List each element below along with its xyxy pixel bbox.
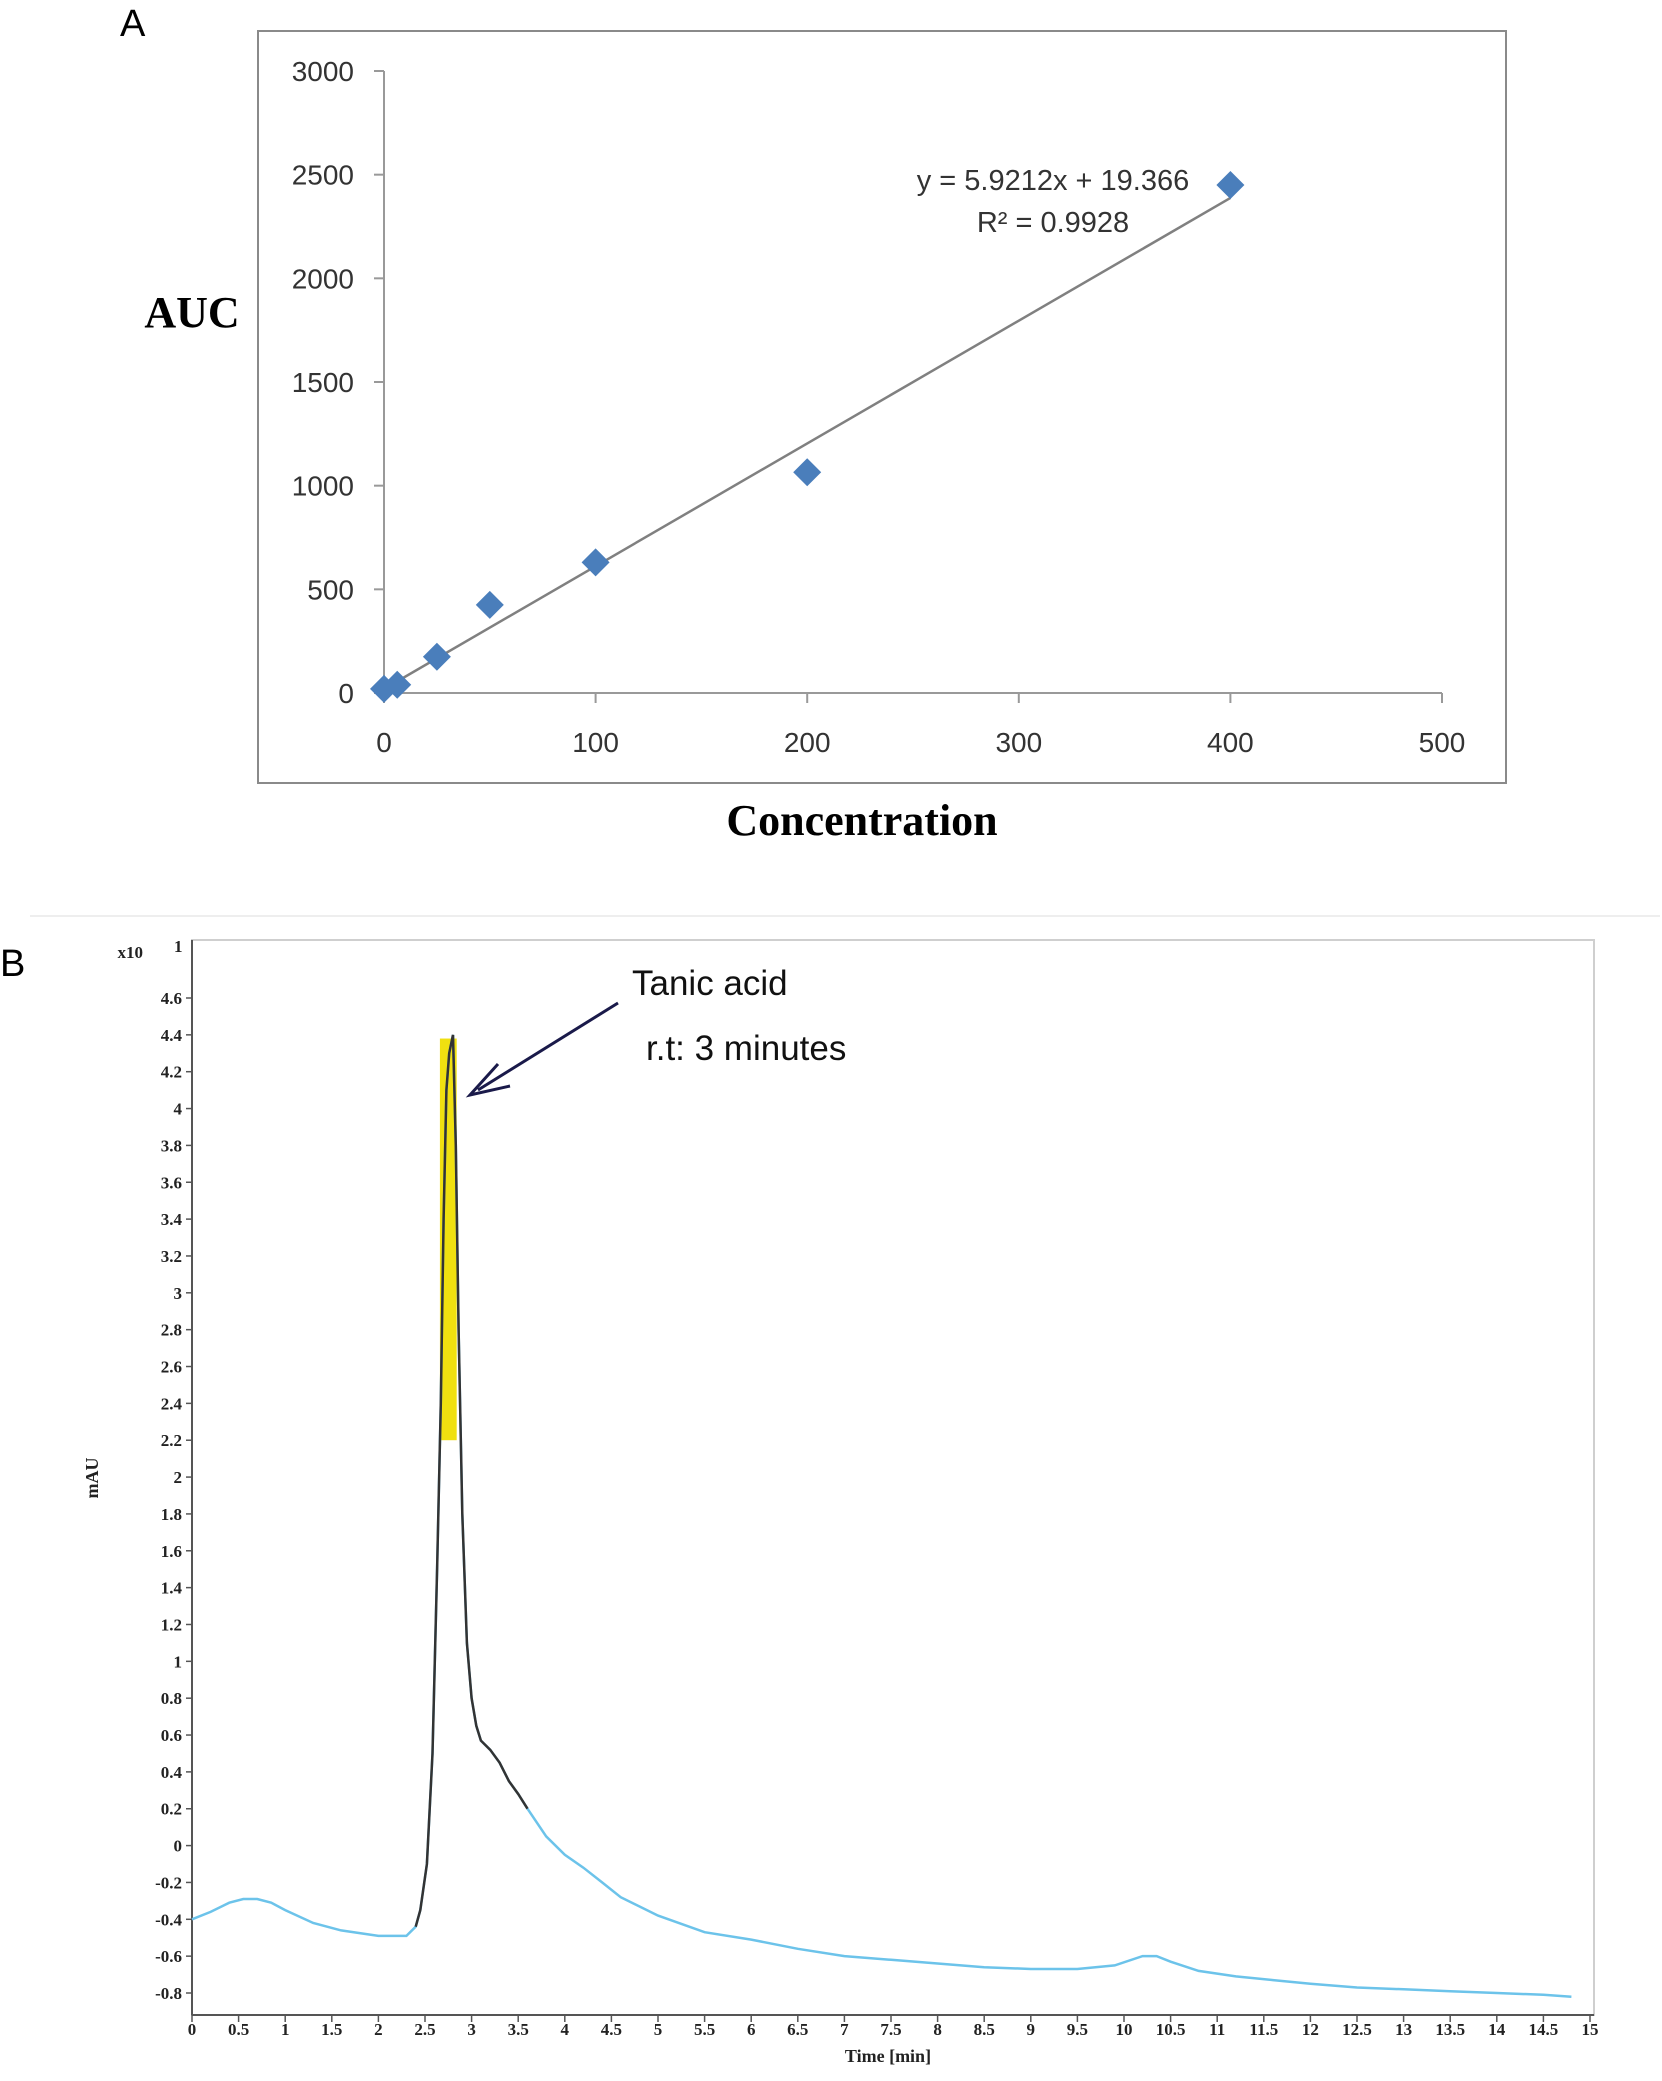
b-x-tick-label: 10 (1116, 2020, 1133, 2039)
b-y-tick-label: 4 (174, 1100, 183, 1119)
b-x-tick-label: 14.5 (1529, 2020, 1559, 2039)
data-point (383, 670, 412, 699)
b-y-tick-label: 2.6 (161, 1358, 182, 1377)
b-y-tick-label: 4.6 (161, 989, 182, 1008)
a-x-axis-title: Concentration (726, 796, 997, 845)
a-y-tick-label: 500 (307, 574, 354, 605)
b-y-tick-label: -0.6 (155, 1947, 182, 1966)
y-multiplier-exponent: 1 (174, 937, 183, 956)
b-y-axis-title: mAU (82, 1458, 102, 1499)
b-x-tick-label: 9 (1027, 2020, 1036, 2039)
a-y-tick-label: 0 (338, 678, 354, 709)
b-x-tick-label: 6.5 (787, 2020, 808, 2039)
b-y-tick-label: 0.6 (161, 1726, 182, 1745)
b-x-tick-label: 1 (281, 2020, 290, 2039)
b-x-tick-label: 13 (1395, 2020, 1412, 2039)
panel-a-label: A (120, 3, 146, 45)
b-x-tick-label: 5.5 (694, 2020, 715, 2039)
b-x-tick-label: 8 (933, 2020, 942, 2039)
b-x-tick-label: 6 (747, 2020, 756, 2039)
annotation-arrow (477, 1001, 619, 1092)
b-x-tick-label: 1.5 (321, 2020, 342, 2039)
b-y-tick-label: 1.6 (161, 1542, 182, 1561)
b-y-tick-label: 3.2 (161, 1247, 182, 1266)
r-squared-label: R² = 0.9928 (977, 207, 1129, 239)
b-x-tick-label: 0 (188, 2020, 197, 2039)
b-x-tick-label: 13.5 (1435, 2020, 1465, 2039)
a-y-tick-label: 2500 (292, 160, 354, 191)
data-point (422, 642, 451, 671)
b-x-tick-label: 12 (1302, 2020, 1319, 2039)
b-x-tick-label: 10.5 (1156, 2020, 1186, 2039)
panel-a-frame (257, 30, 1507, 784)
a-y-tick-label: 1000 (292, 471, 354, 502)
annotation-arrowhead (465, 1062, 511, 1098)
panel-b-label: B (0, 943, 25, 985)
b-x-tick-label: 12.5 (1342, 2020, 1372, 2039)
b-y-tick-label: 4.4 (161, 1026, 183, 1045)
b-y-tick-label: 3.4 (161, 1210, 183, 1229)
b-y-tick-label: 3 (174, 1284, 183, 1303)
b-x-tick-label: 4 (561, 2020, 570, 2039)
a-y-axis-title: AUC (144, 288, 239, 337)
b-x-tick-label: 2 (374, 2020, 383, 2039)
annotation-retention-time: r.t: 3 minutes (646, 1029, 846, 1068)
b-x-tick-label: 3 (467, 2020, 476, 2039)
b-y-tick-label: 3.8 (161, 1136, 182, 1155)
a-x-tick-label: 0 (376, 727, 392, 758)
b-y-tick-label: 0 (174, 1837, 183, 1856)
b-y-tick-label: 2 (174, 1468, 183, 1487)
b-x-tick-label: 11.5 (1249, 2020, 1278, 2039)
b-x-tick-label: 5 (654, 2020, 663, 2039)
a-y-tick-label: 2000 (292, 263, 354, 294)
y-multiplier: x10 (118, 943, 144, 962)
a-x-tick-label: 100 (572, 727, 619, 758)
data-point (793, 458, 822, 487)
a-y-tick-label: 1500 (292, 367, 354, 398)
b-x-axis-title: Time [min] (845, 2046, 931, 2066)
chromatogram-chart: -0.8 -0.6 -0.4 -0.2 0 0.2 0.4 0.6 0.8 1 1.2 1.4 1.6 1… (82, 937, 1599, 2066)
b-x-tick-label: 3.5 (508, 2020, 529, 2039)
b-x-tick-label: 14 (1488, 2020, 1506, 2039)
data-point (581, 548, 610, 577)
b-y-tick-label: 4.2 (161, 1063, 182, 1082)
b-y-tick-label: 1.2 (161, 1615, 182, 1634)
a-x-tick-label: 300 (995, 727, 1042, 758)
data-point (1216, 171, 1245, 200)
b-x-tick-label: 11 (1209, 2020, 1225, 2039)
a-y-tick-label: 3000 (292, 56, 354, 87)
b-y-tick-label: 2.8 (161, 1321, 182, 1340)
b-x-tick-label: 8.5 (974, 2020, 995, 2039)
data-point (475, 590, 504, 619)
b-y-tick-label: 2.4 (161, 1394, 183, 1413)
b-x-tick-label: 9.5 (1067, 2020, 1088, 2039)
b-x-tick-label: 7.5 (880, 2020, 901, 2039)
a-x-tick-label: 400 (1207, 727, 1254, 758)
b-x-tick-label: 4.5 (601, 2020, 622, 2039)
b-y-tick-label: 2.2 (161, 1431, 182, 1450)
b-y-tick-label: 1.8 (161, 1505, 182, 1524)
b-x-tick-label: 0.5 (228, 2020, 249, 2039)
b-y-tick-label: 1 (174, 1652, 183, 1671)
b-y-tick-label: 3.6 (161, 1173, 182, 1192)
trendline (383, 196, 1232, 691)
b-y-tick-label: 0.2 (161, 1800, 182, 1819)
a-x-tick-label: 500 (1419, 727, 1466, 758)
b-plot-frame (191, 939, 1595, 2016)
annotation-compound: Tanic acid (632, 964, 788, 1003)
b-x-tick-label: 15 (1582, 2020, 1599, 2039)
a-x-tick-label: 200 (784, 727, 831, 758)
b-y-tick-label: 0.4 (161, 1763, 183, 1782)
b-x-tick-label: 7 (840, 2020, 849, 2039)
b-y-tick-label: -0.8 (155, 1984, 182, 2003)
trendline-equation: y = 5.9212x + 19.366 (917, 165, 1190, 197)
calibration-chart: 0 500 1000 1500 2000 2500 3000 0 100 200 300 400 50… (144, 56, 1465, 845)
b-y-tick-label: 0.8 (161, 1689, 182, 1708)
b-y-tick-label: -0.2 (155, 1873, 182, 1892)
b-y-tick-label: -0.4 (155, 1910, 182, 1929)
b-x-tick-label: 2.5 (414, 2020, 435, 2039)
b-y-tick-label: 1.4 (161, 1579, 183, 1598)
chromatogram-peak-trace (414, 1034, 529, 1928)
